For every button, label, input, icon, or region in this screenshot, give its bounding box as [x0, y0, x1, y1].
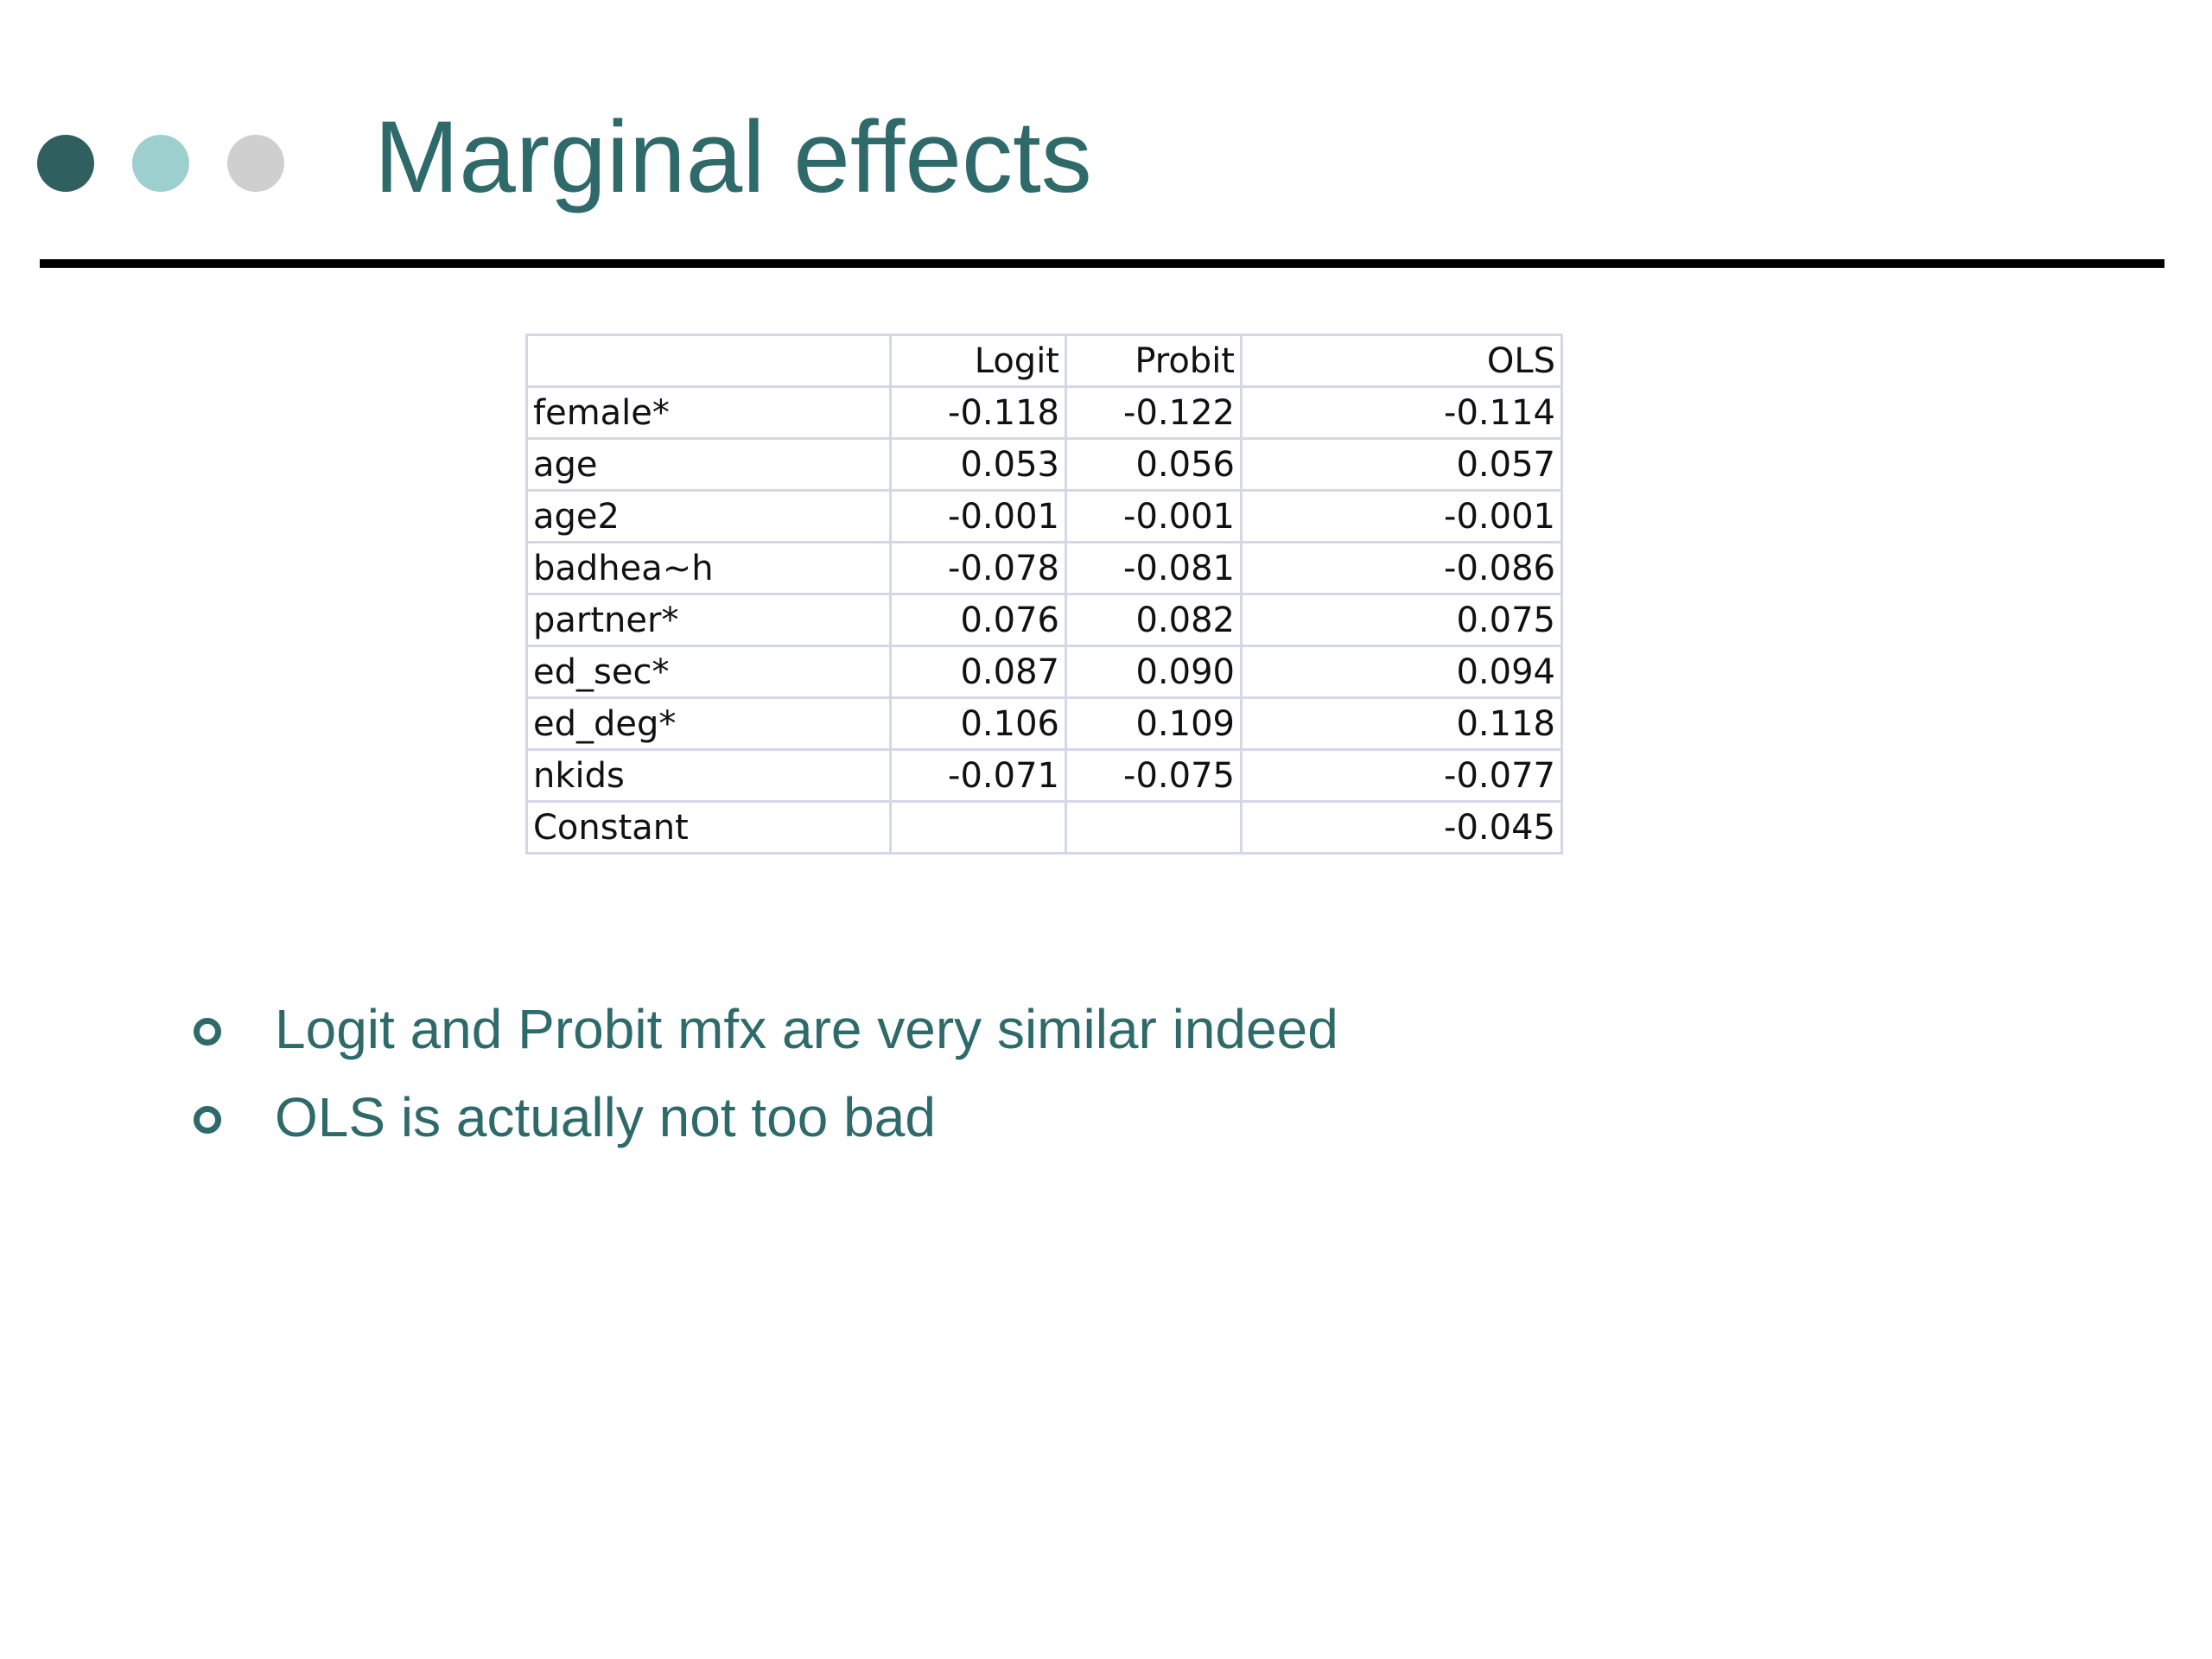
ols-value: -0.077 [1240, 748, 1563, 803]
decor-dot-gray [227, 135, 284, 192]
probit-value: 0.109 [1065, 696, 1243, 751]
marginal-effects-table-container: Logit Probit OLS female* -0.118 -0.122 -… [525, 334, 1563, 855]
slide-title: Marginal effects [374, 100, 1092, 214]
header-cell-ols: OLS [1240, 334, 1563, 388]
probit-value: -0.001 [1065, 489, 1243, 543]
ols-value: -0.086 [1240, 541, 1563, 595]
ols-value: -0.045 [1240, 800, 1563, 855]
probit-value: 0.090 [1065, 645, 1243, 699]
ols-value: 0.094 [1240, 645, 1563, 699]
header-cell-logit: Logit [889, 334, 1067, 388]
table-row: nkids -0.071 -0.075 -0.077 [525, 748, 1563, 803]
table-row: ed_deg* 0.106 0.109 0.118 [525, 696, 1563, 751]
decor-dot-light-teal [132, 135, 189, 192]
table-row: Constant -0.045 [525, 800, 1563, 855]
title-divider [40, 259, 2164, 268]
hollow-circle-bullet-icon [194, 1106, 221, 1134]
logit-value: -0.118 [889, 385, 1067, 440]
row-label: ed_deg* [525, 696, 892, 751]
logit-value: 0.053 [889, 437, 1067, 492]
probit-value: -0.122 [1065, 385, 1243, 440]
table-row: age 0.053 0.056 0.057 [525, 437, 1563, 492]
logit-value: -0.078 [889, 541, 1067, 595]
logit-value: 0.087 [889, 645, 1067, 699]
ols-value: -0.001 [1240, 489, 1563, 543]
row-label: ed_sec* [525, 645, 892, 699]
probit-value: 0.056 [1065, 437, 1243, 492]
table-row: female* -0.118 -0.122 -0.114 [525, 385, 1563, 440]
hollow-circle-bullet-icon [194, 1018, 221, 1046]
probit-value [1065, 800, 1243, 855]
row-label: age2 [525, 489, 892, 543]
bullet-text: Logit and Probit mfx are very similar in… [275, 998, 1338, 1060]
table-row: partner* 0.076 0.082 0.075 [525, 593, 1563, 647]
probit-value: -0.081 [1065, 541, 1243, 595]
logit-value: -0.001 [889, 489, 1067, 543]
marginal-effects-table: Logit Probit OLS female* -0.118 -0.122 -… [525, 334, 1563, 855]
table-row: badhea~h -0.078 -0.081 -0.086 [525, 541, 1563, 595]
probit-value: -0.075 [1065, 748, 1243, 803]
table-header-row: Logit Probit OLS [525, 334, 1563, 388]
row-label: partner* [525, 593, 892, 647]
logit-value: 0.106 [889, 696, 1067, 751]
ols-value: -0.114 [1240, 385, 1563, 440]
logit-value [889, 800, 1067, 855]
header-cell-label [525, 334, 892, 388]
row-label: nkids [525, 748, 892, 803]
decor-dot-dark [37, 135, 94, 192]
table-row: ed_sec* 0.087 0.090 0.094 [525, 645, 1563, 699]
ols-value: 0.075 [1240, 593, 1563, 647]
ols-value: 0.118 [1240, 696, 1563, 751]
header-cell-probit: Probit [1065, 334, 1243, 388]
row-label: age [525, 437, 892, 492]
ols-value: 0.057 [1240, 437, 1563, 492]
logit-value: -0.071 [889, 748, 1067, 803]
row-label: Constant [525, 800, 892, 855]
logit-value: 0.076 [889, 593, 1067, 647]
probit-value: 0.082 [1065, 593, 1243, 647]
row-label: female* [525, 385, 892, 440]
table-row: age2 -0.001 -0.001 -0.001 [525, 489, 1563, 543]
row-label: badhea~h [525, 541, 892, 595]
bullet-text: OLS is actually not too bad [275, 1086, 936, 1148]
